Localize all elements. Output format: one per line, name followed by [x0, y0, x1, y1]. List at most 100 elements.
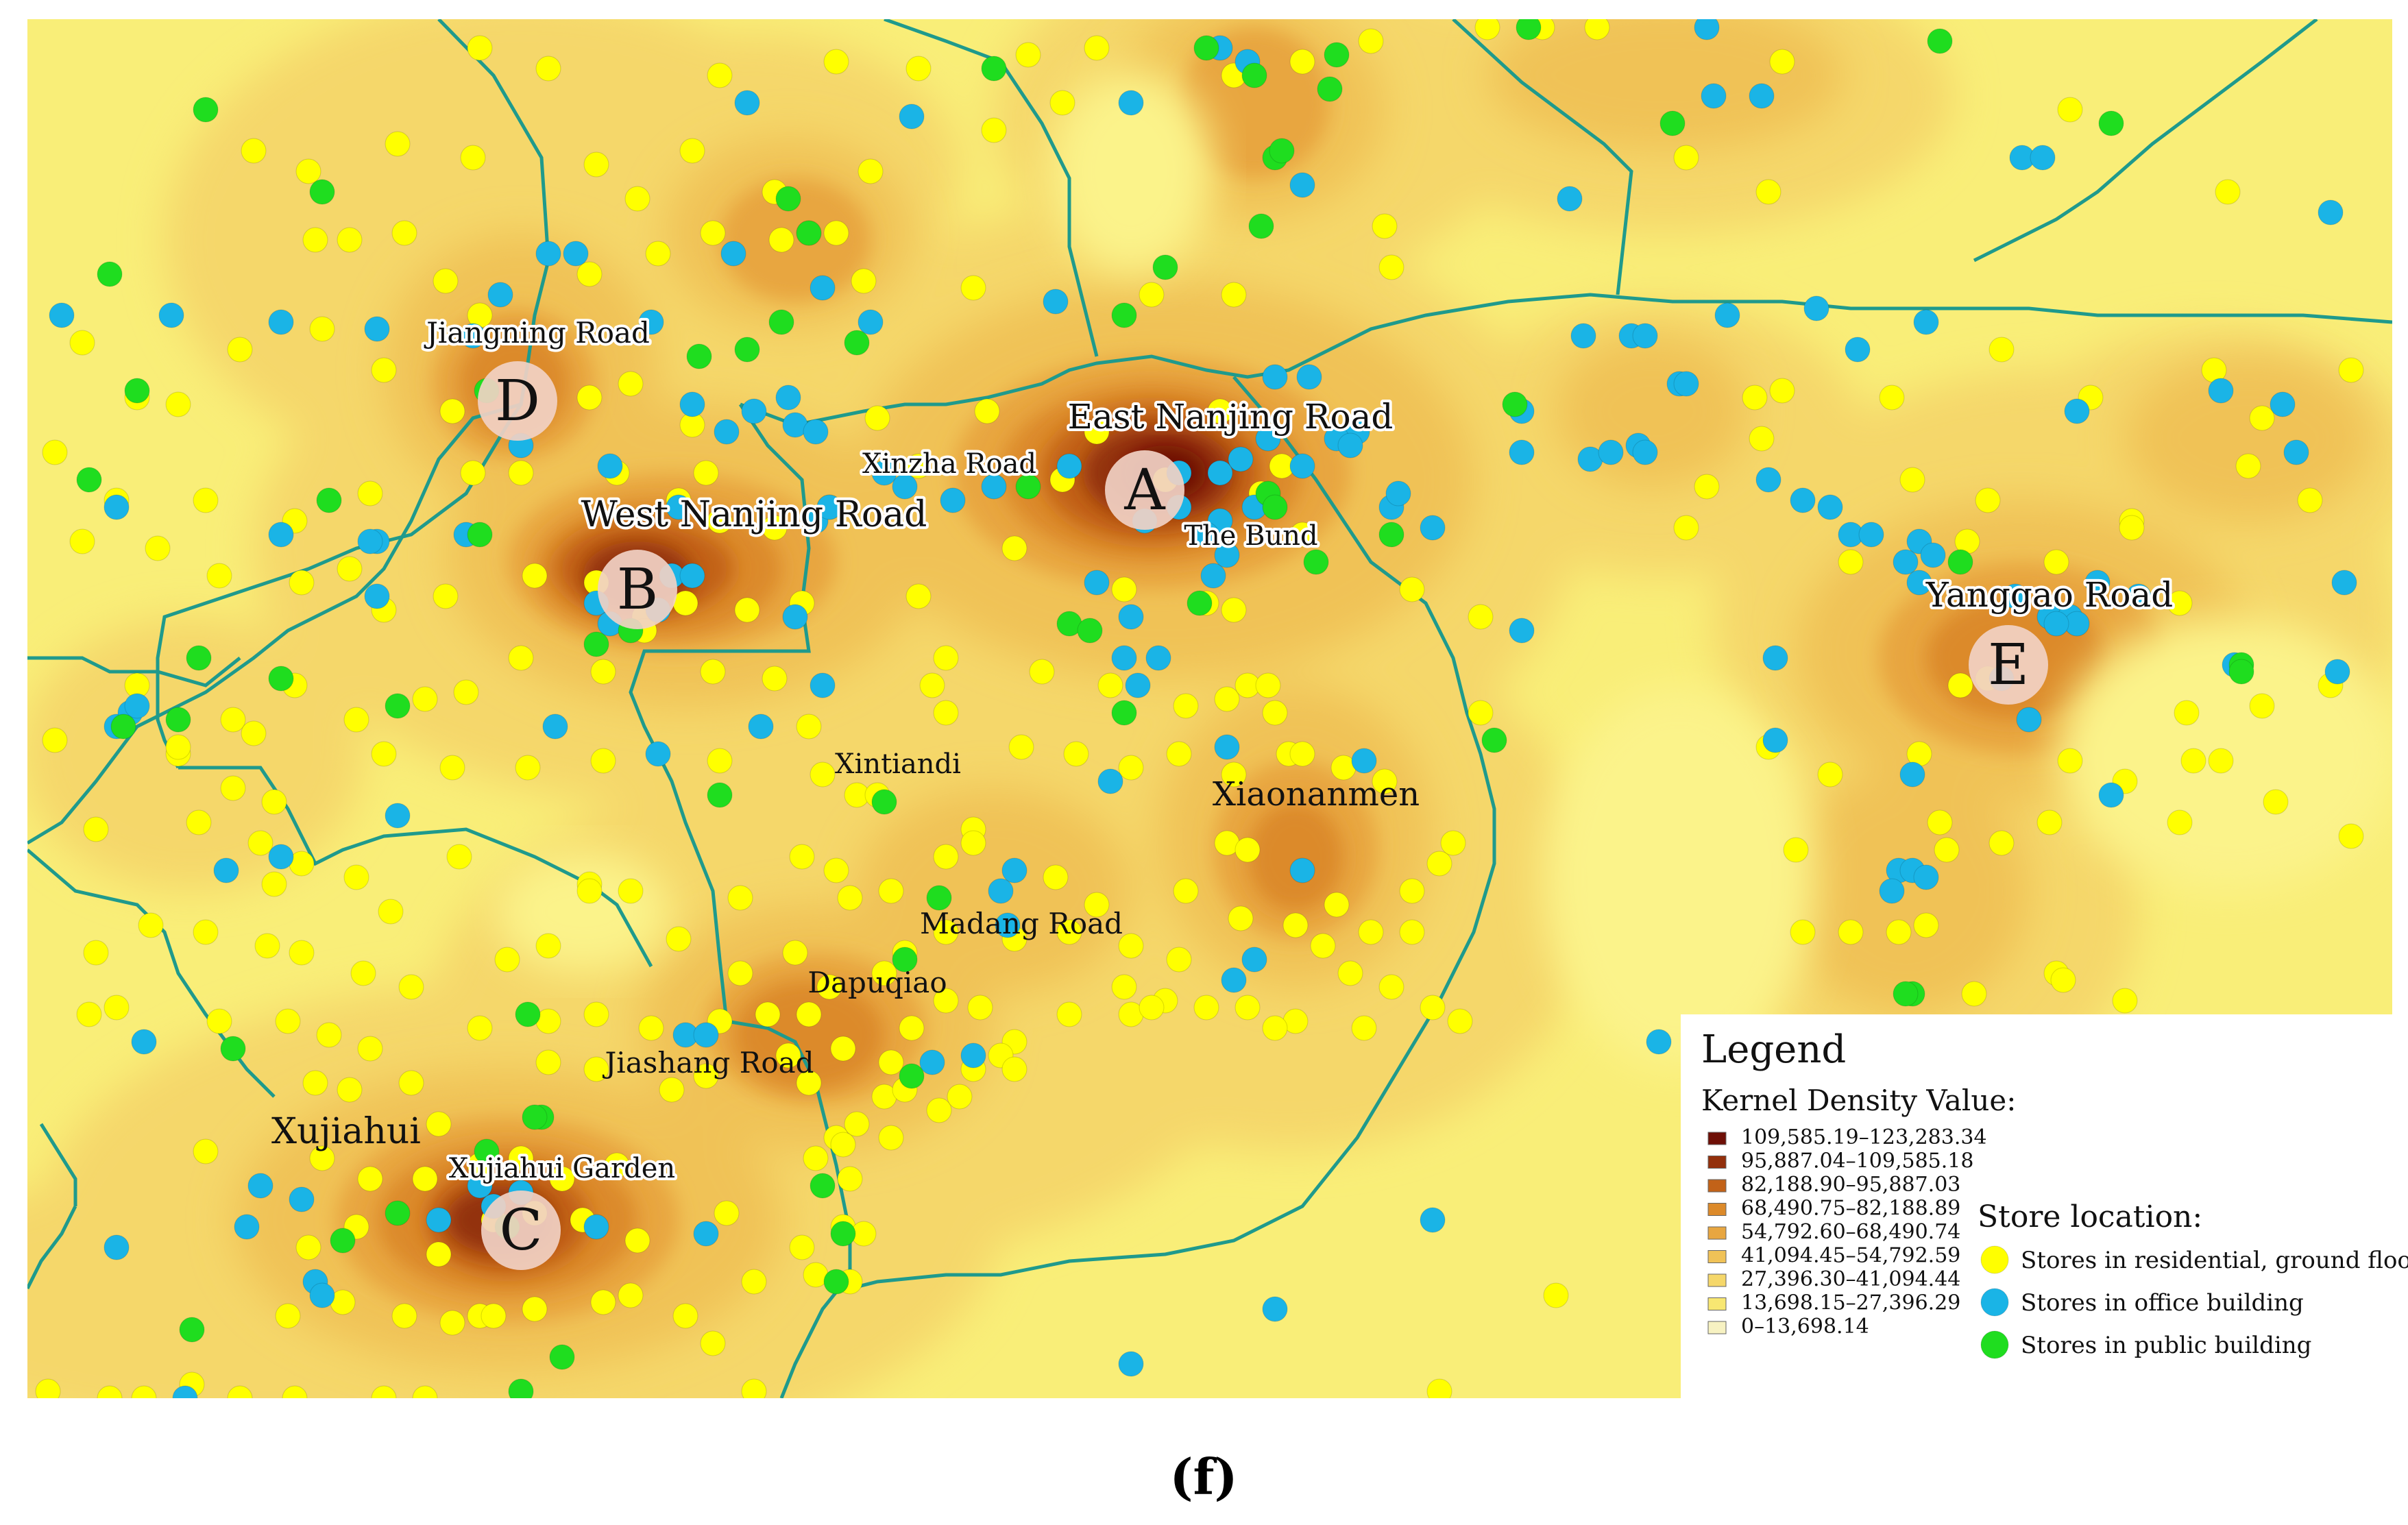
residential-store-point [645, 241, 671, 267]
place-label: Xiaonanmen [1213, 775, 1420, 814]
residential-store-point [624, 186, 650, 212]
legend-density-swatch [1707, 1203, 1727, 1216]
residential-store-point [727, 960, 753, 986]
hotspot-d-marker [478, 361, 557, 441]
residential-store-point [275, 1008, 301, 1034]
residential-store-point [2235, 453, 2261, 479]
residential-store-point [535, 56, 561, 82]
density-blob [1248, 802, 1343, 912]
office-store-point [131, 1029, 157, 1055]
residential-store-point [1173, 878, 1199, 904]
residential-store-point [1289, 741, 1315, 767]
place-label: Madang Road [920, 907, 1123, 940]
public-store-point [1187, 590, 1213, 616]
residential-store-point [69, 528, 95, 554]
residential-store-point [1351, 1015, 1377, 1041]
residential-store-point [638, 1015, 664, 1041]
public-store-point [385, 1200, 411, 1226]
residential-store-point [864, 405, 890, 431]
office-store-point [940, 487, 966, 513]
office-store-point [1701, 83, 1727, 109]
residential-store-point [693, 460, 719, 486]
public-store-point [2098, 110, 2124, 136]
office-store-point [748, 713, 774, 740]
residential-store-point [1426, 851, 1452, 877]
office-store-point [1509, 618, 1535, 644]
public-store-point [734, 337, 760, 363]
office-store-point [679, 563, 705, 589]
residential-store-point [350, 960, 376, 986]
residential-store-point [755, 1001, 781, 1027]
office-store-point [1043, 289, 1069, 315]
residential-store-point [1378, 974, 1404, 1000]
hotspot-d-letter: D [495, 369, 540, 434]
residential-store-point [439, 755, 465, 781]
residential-store-point [193, 919, 219, 945]
residential-store-point [823, 220, 849, 246]
office-store-point [2084, 570, 2111, 596]
legend: Legend Kernel Density Value: 109,585.19–… [1681, 1014, 2408, 1412]
residential-store-point [905, 453, 932, 479]
residential-store-point [1399, 878, 1425, 904]
office-store-point [1790, 487, 1816, 513]
office-store-point [1385, 480, 1411, 507]
office-store-point [213, 857, 239, 883]
residential-store-point [1543, 1282, 1569, 1308]
office-store-point [364, 316, 390, 342]
residential-store-point [261, 789, 287, 815]
residential-store-point [1262, 1015, 1288, 1041]
office-store-point [1200, 563, 1226, 589]
hotspot-b-letter: B [617, 557, 658, 622]
office-store-point [1289, 857, 1315, 883]
residential-store-point [2174, 700, 2200, 726]
office-store-point [124, 693, 150, 719]
residential-store-point [1310, 933, 1336, 959]
residential-store-point [1043, 864, 1069, 890]
office-store-point [104, 1234, 130, 1260]
residential-store-point [145, 535, 171, 561]
residential-store-point [357, 480, 383, 507]
office-store-point [467, 1173, 493, 1199]
density-blob [1049, 69, 1213, 274]
residential-store-point [2180, 748, 2206, 774]
residential-store-point [1358, 919, 1384, 945]
residential-store-point [453, 679, 479, 705]
density-blob [720, 178, 871, 302]
office-store-point [2043, 611, 2069, 637]
office-store-point [714, 419, 740, 445]
residential-store-point [727, 885, 753, 911]
residential-store-point [2057, 748, 2083, 774]
residential-store-point [309, 1145, 335, 1171]
public-store-point [1262, 494, 1288, 520]
residential-store-point [2167, 590, 2193, 616]
residential-store-point [1372, 768, 1398, 794]
public-store-point [1015, 474, 1041, 500]
residential-store-point [1228, 905, 1254, 931]
residential-store-point [618, 1282, 644, 1308]
office-store-point [1214, 542, 1240, 568]
residential-store-point [1001, 1056, 1027, 1082]
residential-store-point [1049, 90, 1075, 116]
residential-store-point [1426, 1378, 1452, 1398]
public-store-point [1317, 76, 1343, 102]
residential-store-point [933, 844, 959, 870]
residential-store-point [1440, 830, 1466, 856]
public-store-point [775, 186, 801, 212]
residential-store-point [515, 755, 541, 781]
residential-store-point [1838, 919, 1864, 945]
residential-store-point [220, 775, 246, 801]
residential-store-point [1399, 576, 1425, 602]
public-store-point [707, 782, 733, 808]
hotspot-c-letter: C [500, 1198, 543, 1263]
residential-store-point [830, 1036, 856, 1062]
residential-store-point [707, 508, 733, 534]
residential-store-point [2057, 97, 2083, 123]
residential-store-point [741, 1269, 767, 1295]
hotspot-a-street: East Nanjing Road [1068, 397, 1394, 437]
residential-store-point [426, 1241, 452, 1267]
residential-store-point [1063, 741, 1089, 767]
public-store-point [1378, 522, 1404, 548]
density-blob [1782, 768, 2029, 1014]
residential-store-point [1111, 974, 1137, 1000]
office-store-point [268, 522, 294, 548]
